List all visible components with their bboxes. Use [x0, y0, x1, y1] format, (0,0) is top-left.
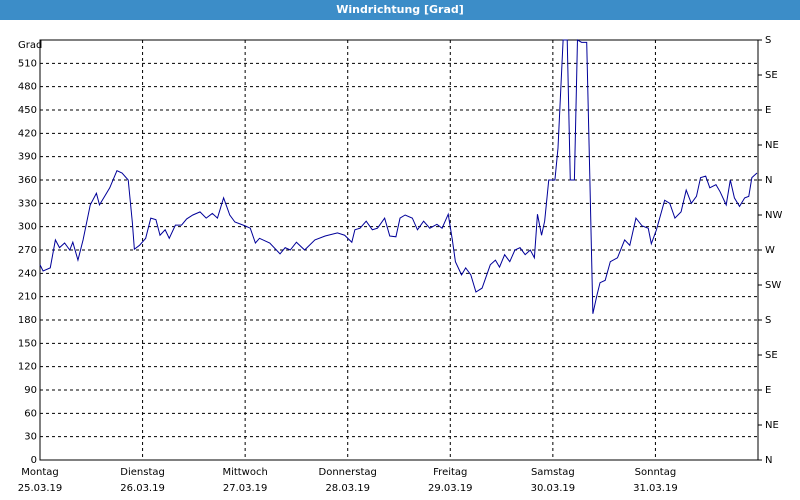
- y-tick-label: 510: [18, 58, 37, 69]
- y2-tick-label: N: [765, 175, 772, 186]
- x-tick-date: 30.03.19: [531, 483, 576, 494]
- data-line: [39, 39, 758, 314]
- y2-tick-label: NW: [765, 210, 782, 221]
- y-tick-label: 120: [18, 362, 37, 373]
- x-tick-date: 27.03.19: [223, 483, 268, 494]
- y-tick-label: 390: [18, 152, 37, 163]
- y-tick-label: 90: [24, 385, 37, 396]
- x-tick-date: 29.03.19: [428, 483, 473, 494]
- y-tick-label: 180: [18, 315, 37, 326]
- x-tick-label: Freitag: [433, 467, 467, 478]
- y-tick-label: 360: [18, 175, 37, 186]
- y-tick-label: 420: [18, 128, 37, 139]
- x-tick-label: Sonntag: [635, 467, 677, 478]
- y2-tick-label: NE: [765, 140, 779, 151]
- x-tick-label: Dienstag: [120, 467, 165, 478]
- y-tick-label: 240: [18, 268, 37, 279]
- y-tick-label: 0: [31, 455, 37, 466]
- y-tick-label: 450: [18, 105, 37, 116]
- y-tick-label: 300: [18, 222, 37, 233]
- y2-tick-label: S: [765, 315, 771, 326]
- x-tick-date: 25.03.19: [18, 483, 63, 494]
- x-tick-label: Mittwoch: [222, 467, 267, 478]
- y-tick-label: 270: [18, 245, 37, 256]
- y-tick-label: 330: [18, 198, 37, 209]
- y2-tick-label: NE: [765, 420, 779, 431]
- y-tick-label: 30: [24, 432, 37, 443]
- x-tick-date: 31.03.19: [633, 483, 678, 494]
- x-tick-date: 26.03.19: [120, 483, 165, 494]
- y2-tick-label: W: [765, 245, 775, 256]
- x-tick-label: Samstag: [531, 467, 575, 478]
- y2-tick-label: SW: [765, 280, 781, 291]
- y2-tick-label: E: [765, 385, 771, 396]
- x-tick-date: 28.03.19: [325, 483, 370, 494]
- y-axis-label: Grad: [18, 40, 42, 51]
- y2-tick-label: S: [765, 35, 771, 46]
- y-tick-label: 150: [18, 338, 37, 349]
- y2-tick-label: SE: [765, 350, 778, 361]
- x-tick-label: Donnerstag: [319, 467, 377, 478]
- y-tick-label: 480: [18, 82, 37, 93]
- y-tick-label: 60: [24, 408, 37, 419]
- x-tick-label: Montag: [21, 467, 58, 478]
- y-tick-label: 210: [18, 292, 37, 303]
- title-bar: Windrichtung [Grad]: [0, 0, 800, 20]
- y2-tick-label: SE: [765, 70, 778, 81]
- plot-frame: [39, 39, 759, 461]
- y2-tick-label: N: [765, 455, 772, 466]
- y2-tick-label: E: [765, 105, 771, 116]
